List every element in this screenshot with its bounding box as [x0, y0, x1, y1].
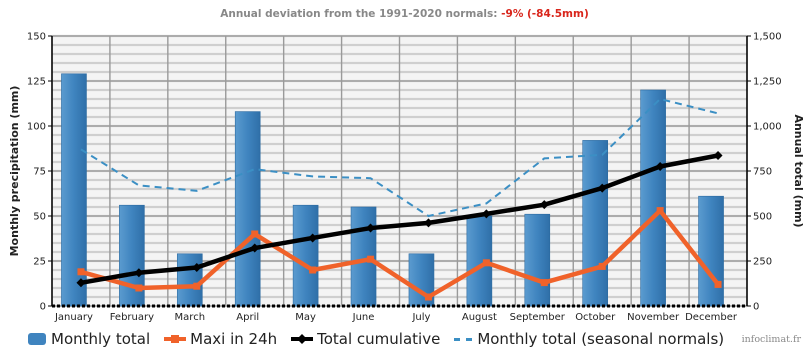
- x-tick-label: September: [510, 312, 566, 323]
- maxi-24h-point: [540, 279, 548, 287]
- total-cumulative-point: [655, 162, 665, 171]
- y-tick-label-right: 1,500: [753, 32, 782, 43]
- legend-item-maxi-24h[interactable]: Maxi in 24h: [164, 330, 277, 348]
- bar-october: [582, 140, 609, 307]
- x-tick-label: October: [575, 312, 616, 323]
- y-tick-label-right: 1,000: [753, 122, 782, 133]
- legend-swatch-orange-line: [164, 335, 187, 343]
- legend-label: Monthly total (seasonal normals): [477, 330, 725, 348]
- total-cumulative-point: [76, 278, 86, 288]
- x-tick-label: June: [352, 312, 375, 323]
- maxi-24h-point: [424, 293, 432, 301]
- subtitle-label: Annual deviation from the 1991-2020 norm…: [220, 8, 498, 20]
- maxi-24h-point: [135, 284, 143, 292]
- y-axis-title-right: Annual total (mm): [792, 114, 805, 227]
- maxi-24h-point: [309, 266, 317, 274]
- legend-label: Monthly total: [51, 330, 151, 348]
- bar-january: [61, 73, 87, 307]
- seasonal-normals-line: [80, 97, 719, 218]
- total-cumulative-point: [250, 243, 260, 253]
- y-tick-label-left: 25: [33, 257, 46, 268]
- total-cumulative-line: [80, 153, 719, 285]
- x-tick-label: December: [685, 312, 738, 323]
- maxi-24h-line: [80, 208, 720, 300]
- maxi-24h-point: [656, 207, 664, 215]
- total-cumulative-point: [366, 223, 376, 233]
- bar-march: [176, 253, 203, 307]
- y-tick-label-left: 125: [27, 77, 46, 88]
- total-cumulative-point: [192, 262, 202, 272]
- x-tick-label: May: [295, 312, 316, 323]
- y-tick-label-right: 1,250: [753, 77, 782, 88]
- x-tick-label: November: [627, 312, 680, 323]
- total-cumulative-point: [308, 233, 318, 243]
- y-tick-label-right: 500: [753, 212, 772, 223]
- maxi-24h-point: [193, 282, 201, 290]
- subtitle-deviation: -9% (-84.5mm): [501, 8, 589, 20]
- y-tick-label-left: 75: [33, 167, 46, 178]
- y-tick-label-left: 0: [40, 302, 46, 313]
- legend-label: Total cumulative: [317, 330, 441, 348]
- chart-subtitle: Annual deviation from the 1991-2020 norm…: [0, 8, 809, 20]
- maxi-24h-point: [598, 262, 606, 270]
- total-cumulative-point: [713, 151, 723, 161]
- total-cumulative-point: [539, 200, 549, 210]
- y-tick-label-left: 100: [27, 122, 46, 133]
- bar-april: [234, 111, 261, 307]
- total-cumulative-point: [597, 183, 607, 193]
- y-tick-label-right: 0: [753, 302, 759, 313]
- maxi-24h-point: [367, 255, 375, 263]
- legend-label: Maxi in 24h: [190, 330, 278, 348]
- x-tick-label: April: [236, 312, 259, 323]
- bar-september: [524, 213, 551, 307]
- maxi-24h-point: [482, 259, 490, 267]
- x-tick-label: August: [462, 312, 497, 323]
- x-tick-label: January: [54, 312, 93, 323]
- source-credit[interactable]: infoclimat.fr: [741, 334, 801, 345]
- total-cumulative-point: [134, 268, 144, 278]
- y-tick-label-right: 750: [753, 167, 772, 178]
- x-tick-label: March: [175, 312, 205, 323]
- legend-swatch-black-line: [291, 334, 314, 344]
- maxi-24h-point: [77, 268, 85, 276]
- maxi-24h-point: [714, 280, 722, 288]
- legend-item-monthly-total[interactable]: Monthly total: [28, 330, 150, 348]
- y-tick-label-left: 150: [27, 32, 46, 43]
- bar-december: [698, 195, 724, 307]
- y-axis-title-left: Monthly precipitation (mm): [8, 86, 21, 257]
- y-tick-label-right: 250: [753, 257, 772, 268]
- legend-item-total-cumulative[interactable]: Total cumulative: [291, 330, 440, 348]
- bar-may: [292, 204, 319, 307]
- maxi-24h-point: [251, 230, 259, 238]
- x-tick-label: February: [110, 312, 154, 323]
- bar-november: [640, 89, 666, 307]
- total-cumulative-point: [481, 209, 491, 219]
- y-tick-label-left: 50: [33, 212, 46, 223]
- chart-legend: Monthly total Maxi in 24h Total cumulati…: [28, 329, 738, 349]
- x-tick-label: July: [411, 312, 430, 323]
- total-cumulative-point: [423, 218, 433, 228]
- legend-swatch-bar: [28, 333, 46, 345]
- legend-item-seasonal-normals[interactable]: Monthly total (seasonal normals): [454, 330, 724, 348]
- legend-swatch-dashed: [454, 337, 473, 341]
